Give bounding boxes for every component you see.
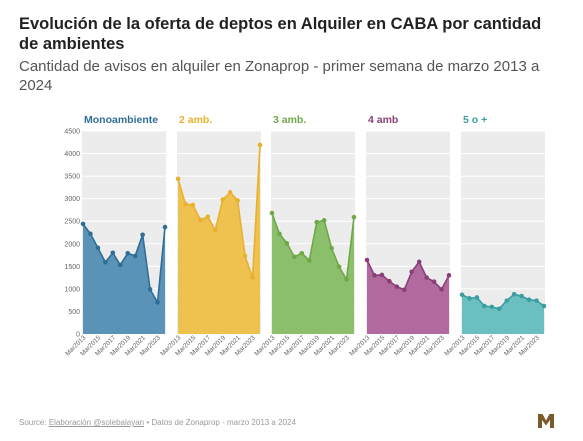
- data-point: [198, 217, 203, 223]
- y-tick-label: 2000: [64, 241, 80, 248]
- data-point: [183, 201, 188, 207]
- data-point: [439, 287, 444, 292]
- data-point: [496, 306, 502, 312]
- area-1: [178, 144, 260, 334]
- data-point: [95, 245, 101, 251]
- data-point: [459, 292, 465, 298]
- data-point: [277, 231, 282, 237]
- data-point: [351, 214, 357, 220]
- y-tick-label: 2500: [64, 219, 80, 226]
- data-point: [306, 258, 312, 263]
- data-point: [336, 264, 342, 270]
- data-point: [467, 296, 472, 301]
- data-point: [482, 303, 487, 309]
- data-point: [379, 272, 385, 278]
- data-point: [321, 218, 327, 223]
- data-point: [132, 253, 138, 259]
- data-point: [235, 198, 240, 203]
- data-point: [299, 250, 305, 256]
- y-tick-label: 3500: [64, 174, 80, 181]
- data-point: [534, 298, 539, 303]
- data-point: [504, 298, 510, 303]
- panel-title: 4 amb: [368, 114, 398, 126]
- area-2: [272, 213, 354, 334]
- data-point: [409, 269, 415, 275]
- data-point: [489, 304, 495, 310]
- data-point: [416, 259, 422, 265]
- panel-title: Monoambiente: [84, 114, 158, 126]
- data-point: [314, 219, 320, 225]
- data-point: [541, 303, 547, 309]
- data-point: [372, 273, 377, 278]
- data-point: [227, 190, 233, 195]
- brand-logo-icon: [538, 414, 554, 428]
- data-point: [424, 275, 429, 280]
- y-tick-label: 3000: [64, 196, 80, 203]
- data-point: [212, 227, 218, 233]
- data-point: [110, 250, 116, 256]
- data-point: [140, 232, 145, 238]
- data-point: [155, 300, 160, 305]
- data-point: [329, 245, 334, 251]
- line-0: [82, 223, 166, 305]
- y-tick-label: 1500: [64, 264, 80, 271]
- y-tick-label: 0: [76, 332, 80, 339]
- chart-subtitle: Cantidad de avisos en alquiler en Zonapr…: [19, 58, 540, 94]
- source-label: Source:: [19, 418, 47, 427]
- data-point: [103, 259, 108, 265]
- data-point: [117, 262, 123, 268]
- source-link[interactable]: Elaboración @solebalayan: [48, 418, 145, 427]
- data-point: [344, 277, 349, 282]
- chart-title: Evolución de la oferta de deptos en Alqu…: [19, 15, 542, 53]
- data-point: [147, 287, 153, 292]
- data-point: [88, 231, 93, 237]
- data-point: [284, 241, 290, 246]
- data-point: [526, 297, 532, 303]
- panel-title: 3 amb.: [273, 114, 306, 126]
- y-tick-label: 1000: [64, 286, 80, 293]
- data-point: [162, 224, 168, 230]
- data-point: [474, 295, 480, 300]
- data-point: [292, 254, 297, 260]
- data-point: [431, 279, 437, 284]
- data-point: [250, 275, 255, 280]
- data-point: [364, 257, 370, 263]
- data-point: [205, 214, 211, 220]
- data-point: [242, 253, 248, 259]
- area-3: [367, 260, 449, 334]
- data-point: [125, 250, 131, 256]
- y-tick-label: 4000: [64, 151, 80, 158]
- data-point: [511, 292, 517, 297]
- data-note: • Datos de Zonaprop - marzo 2013 a 2024: [146, 418, 296, 427]
- data-point: [175, 176, 181, 182]
- data-point: [190, 202, 196, 208]
- y-tick-label: 500: [68, 309, 80, 316]
- panel-title: 5 o +: [463, 114, 487, 126]
- data-point: [446, 273, 452, 278]
- data-point: [257, 142, 263, 148]
- data-point: [401, 287, 407, 293]
- data-point: [519, 293, 524, 299]
- data-point: [269, 210, 275, 216]
- data-point: [80, 221, 86, 227]
- y-tick-label: 4500: [64, 129, 80, 136]
- data-point: [220, 197, 226, 202]
- footer: Source: Elaboración @solebalayan • Datos…: [19, 418, 296, 427]
- panel-title: 2 amb.: [179, 114, 212, 126]
- data-point: [394, 284, 400, 289]
- data-point: [387, 278, 392, 284]
